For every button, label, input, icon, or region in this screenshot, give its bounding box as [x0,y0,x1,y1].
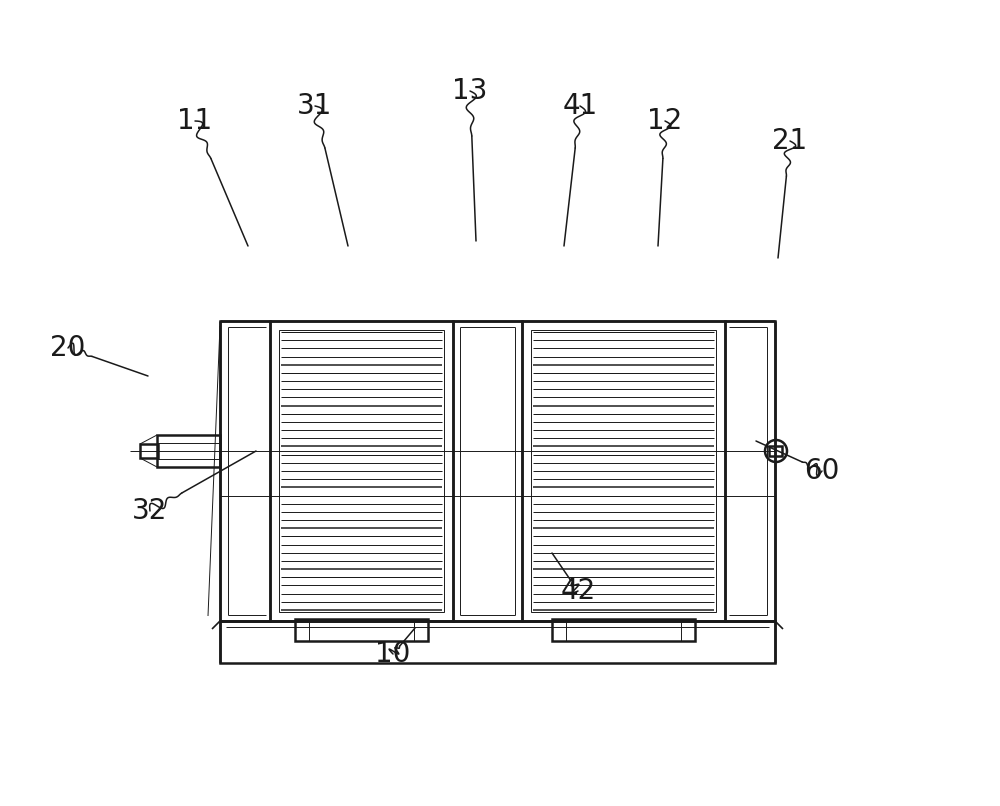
Bar [725,321,775,621]
Text: 13: 13 [452,77,488,105]
Bar [270,321,453,621]
Bar [279,330,444,612]
Text: 12: 12 [647,107,683,135]
Bar [531,330,716,612]
Bar [157,435,220,467]
Bar [769,446,782,456]
Bar [220,321,270,621]
Text: 42: 42 [560,577,596,605]
Text: 10: 10 [375,640,411,668]
Text: 32: 32 [132,497,168,525]
Text: 31: 31 [297,92,333,120]
Bar [295,619,428,641]
Text: 41: 41 [562,92,598,120]
Bar [140,444,158,458]
Bar [157,443,220,459]
Bar [522,321,725,621]
Text: 11: 11 [177,107,213,135]
Bar [552,619,695,641]
Text: 21: 21 [772,127,808,155]
Text: 60: 60 [804,457,840,485]
Text: 20: 20 [50,334,86,362]
Bar [453,321,522,621]
Bar [220,621,775,663]
